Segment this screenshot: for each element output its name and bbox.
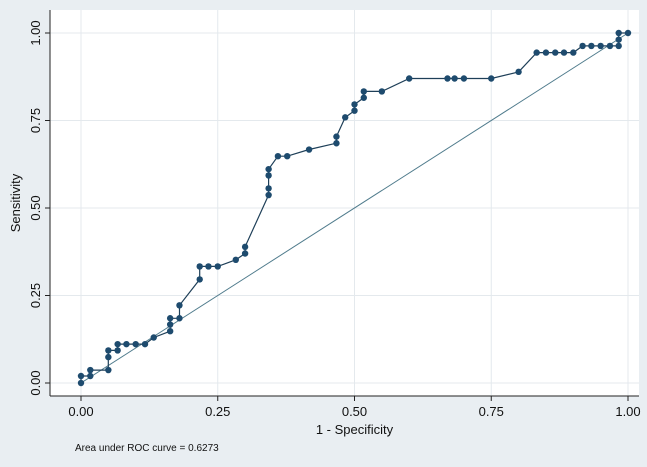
roc-point [123,340,130,348]
roc-point [265,185,272,192]
roc-point [274,153,282,160]
roc-point [214,263,221,270]
roc-point [176,315,183,322]
roc-point [351,107,358,114]
roc-point [196,276,203,283]
roc-point [87,372,94,380]
roc-point [265,191,272,199]
roc-point [406,75,413,82]
roc-point [105,347,112,354]
roc-point [77,372,85,380]
y-tick-label: 0.50 [28,195,43,220]
roc-point [132,340,139,348]
roc-point [588,42,595,50]
y-tick-label: 1.00 [28,20,43,45]
roc-point [378,88,386,95]
roc-point [77,379,85,387]
roc-point [205,263,212,270]
roc-point [241,243,249,251]
x-tick-label: 0.75 [479,404,504,419]
auc-annotation: Area under ROC curve = 0.6273 [75,443,219,454]
roc-point [305,146,313,153]
roc-point [615,29,622,37]
roc-point [105,353,112,361]
x-tick-label: 0.25 [205,404,230,419]
roc-point [570,49,577,56]
y-tick-label: 0.75 [28,108,43,133]
plot-area [50,10,639,396]
roc-point [150,334,157,341]
roc-point [265,165,272,173]
roc-point [166,328,174,335]
roc-point [196,263,203,270]
roc-point [114,340,121,348]
roc-point [460,75,468,82]
roc-point [542,49,550,56]
axes [45,10,639,401]
y-tick-label: 0.00 [28,370,43,395]
roc-point [265,172,272,179]
roc-point [488,75,495,82]
x-tick-label: 1.00 [615,404,640,419]
roc-point [606,42,614,50]
x-tick-label: 0.00 [68,404,93,419]
roc-point [114,347,121,354]
x-tick-label: 0.50 [342,404,367,419]
roc-point [241,250,249,257]
roc-point [444,75,451,82]
roc-point [579,42,586,50]
roc-point [624,29,632,37]
grid-lines [50,10,639,396]
roc-point [360,88,367,95]
roc-point [597,42,604,50]
roc-point [232,256,240,263]
roc-point [284,153,291,160]
roc-point [141,340,149,348]
roc-point [615,42,622,50]
roc-point [515,68,522,76]
roc-point [533,49,540,56]
y-axis-title: Sensitivity [8,173,23,232]
roc-point [342,114,349,121]
roc-point [176,302,183,309]
roc-point [552,49,559,56]
roc-point [87,366,94,374]
roc-point [105,366,112,374]
roc-point [360,94,367,101]
tick-labels: 0.00 0.25 0.50 0.75 1.00 0.00 0.25 0.50 0.75 1.00 [28,20,641,419]
roc-point [351,101,358,108]
x-axis-title: 1 - Specificity [316,422,394,437]
roc-point [333,140,340,147]
roc-point [560,49,568,56]
roc-point [451,75,458,82]
roc-point [166,315,174,322]
roc-point [615,36,622,43]
roc-markers [77,29,632,387]
roc-point [333,133,340,140]
roc-point [166,321,174,328]
y-tick-label: 0.25 [28,283,43,308]
